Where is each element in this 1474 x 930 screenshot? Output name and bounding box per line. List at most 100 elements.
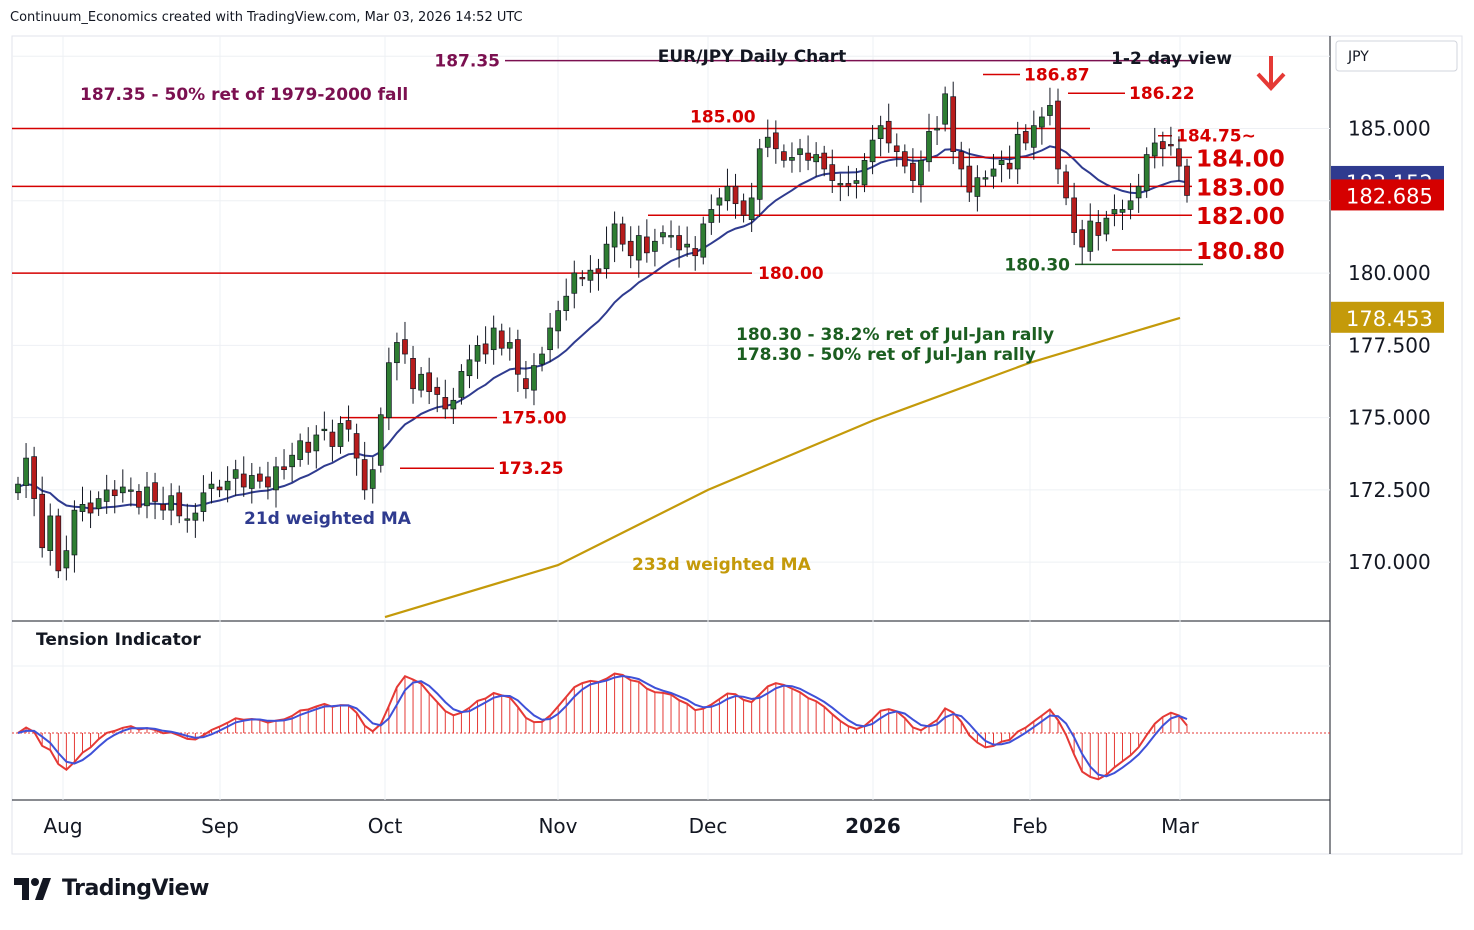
candle-body: [55, 515, 62, 572]
candle-body: [474, 344, 481, 362]
candle-body: [466, 359, 473, 377]
price-tag-label: 182.685: [1346, 184, 1433, 208]
chart-titles: EUR/JPY Daily Chart 1-2 day view: [658, 47, 1286, 91]
candle-body: [700, 223, 707, 258]
candle-body: [748, 197, 755, 220]
price-tick-label: 177.500: [1348, 333, 1431, 357]
candle-body: [901, 151, 908, 167]
candle-body: [313, 434, 320, 452]
candle-body: [386, 362, 392, 418]
tension-indicator-pane: Tension Indicator: [12, 630, 1330, 781]
candle-body: [837, 183, 844, 186]
candle-body: [1127, 200, 1134, 210]
candle-body: [1143, 154, 1150, 192]
candle-body: [1079, 229, 1086, 248]
annotation-label: 233d weighted MA: [632, 555, 812, 575]
candle-body: [192, 512, 199, 521]
candle-body: [265, 476, 271, 488]
candle-body: [853, 180, 860, 184]
candle-body: [716, 197, 723, 206]
ma-21-polyline: [17, 145, 1188, 510]
candle-body: [910, 162, 916, 181]
candle-body: [990, 168, 997, 177]
candle-body: [781, 151, 787, 161]
price-tick-label: 172.500: [1348, 478, 1431, 502]
annotation-label: 187.35 - 50% ret of 1979-2000 fall: [80, 85, 408, 105]
candle-body: [660, 232, 666, 238]
candle-body: [216, 486, 223, 491]
candle-body: [998, 159, 1005, 166]
candle-body: [676, 235, 682, 251]
candle-body: [684, 243, 691, 248]
level-label: 187.35: [434, 52, 500, 72]
level-label: 173.25: [498, 459, 564, 479]
candle-body: [668, 235, 674, 238]
candle-body: [1168, 144, 1174, 147]
candle-body: [555, 310, 562, 332]
candle-body: [764, 136, 771, 148]
level-label: 184.75~: [1176, 127, 1256, 147]
candle-body: [772, 132, 779, 150]
candle-body: [1151, 142, 1158, 157]
candle-body: [184, 518, 191, 521]
candle-body: [144, 486, 150, 507]
arrow-down-head: [1256, 72, 1286, 91]
candle-body: [829, 164, 836, 181]
candle-body: [950, 96, 957, 152]
candle-body: [31, 456, 37, 499]
candle-body: [152, 482, 158, 502]
candle-body: [224, 480, 231, 491]
candle-body: [539, 353, 545, 365]
candle-body: [79, 504, 86, 512]
candle-body: [595, 268, 602, 274]
candle-body: [627, 240, 634, 257]
candle-body: [1184, 165, 1190, 196]
candle-body: [579, 277, 586, 280]
annotation-label: 180.30 - 38.2% ret of Jul-Jan rally: [736, 325, 1054, 345]
candle-body: [1135, 185, 1142, 199]
candle-body: [845, 183, 852, 187]
candle-body: [732, 185, 739, 205]
level-label: 186.22: [1129, 84, 1195, 104]
candle-body: [531, 365, 537, 391]
candle-body: [1176, 148, 1182, 167]
candle-body: [257, 473, 263, 482]
annotation-label: 21d weighted MA: [244, 509, 412, 529]
candle-body: [369, 469, 376, 489]
level-label: 184.00: [1196, 146, 1285, 172]
candle-body: [39, 493, 46, 549]
candle-body: [305, 441, 312, 453]
time-tick-label: Mar: [1161, 814, 1200, 838]
candle-body: [514, 339, 521, 375]
level-label: 180.00: [758, 264, 824, 284]
candle-body: [1087, 220, 1094, 252]
currency-box: [1335, 40, 1458, 72]
candle-body: [1119, 209, 1126, 213]
candle-body: [458, 371, 465, 398]
time-tick-label: Nov: [538, 814, 577, 838]
tradingview-logo[interactable]: TradingView: [14, 876, 209, 901]
candle-body: [418, 373, 424, 391]
candle-body: [893, 145, 900, 152]
time-tick-label: Oct: [368, 814, 403, 838]
candle-body: [15, 483, 21, 494]
candle-body: [208, 483, 215, 489]
candle-body: [273, 466, 279, 491]
candle-body: [934, 128, 940, 131]
candle-body: [47, 515, 54, 551]
price-tick-label: 175.000: [1348, 406, 1431, 430]
candle-body: [1039, 116, 1045, 128]
ma-233-polyline: [384, 316, 1181, 619]
candle-body: [587, 269, 594, 281]
candle-body: [490, 327, 497, 351]
time-tick-label: Aug: [43, 814, 82, 838]
candle-body: [1111, 209, 1118, 215]
candle-body: [337, 423, 344, 447]
candle-body: [1006, 162, 1013, 170]
candle-body: [450, 399, 457, 410]
candle-body: [523, 378, 529, 390]
candle-body: [611, 223, 618, 248]
arrow-down-icon: [1256, 56, 1286, 91]
chart-header-caption: Continuum_Economics created with Trading…: [10, 10, 523, 25]
time-tick-label: Feb: [1012, 814, 1047, 838]
